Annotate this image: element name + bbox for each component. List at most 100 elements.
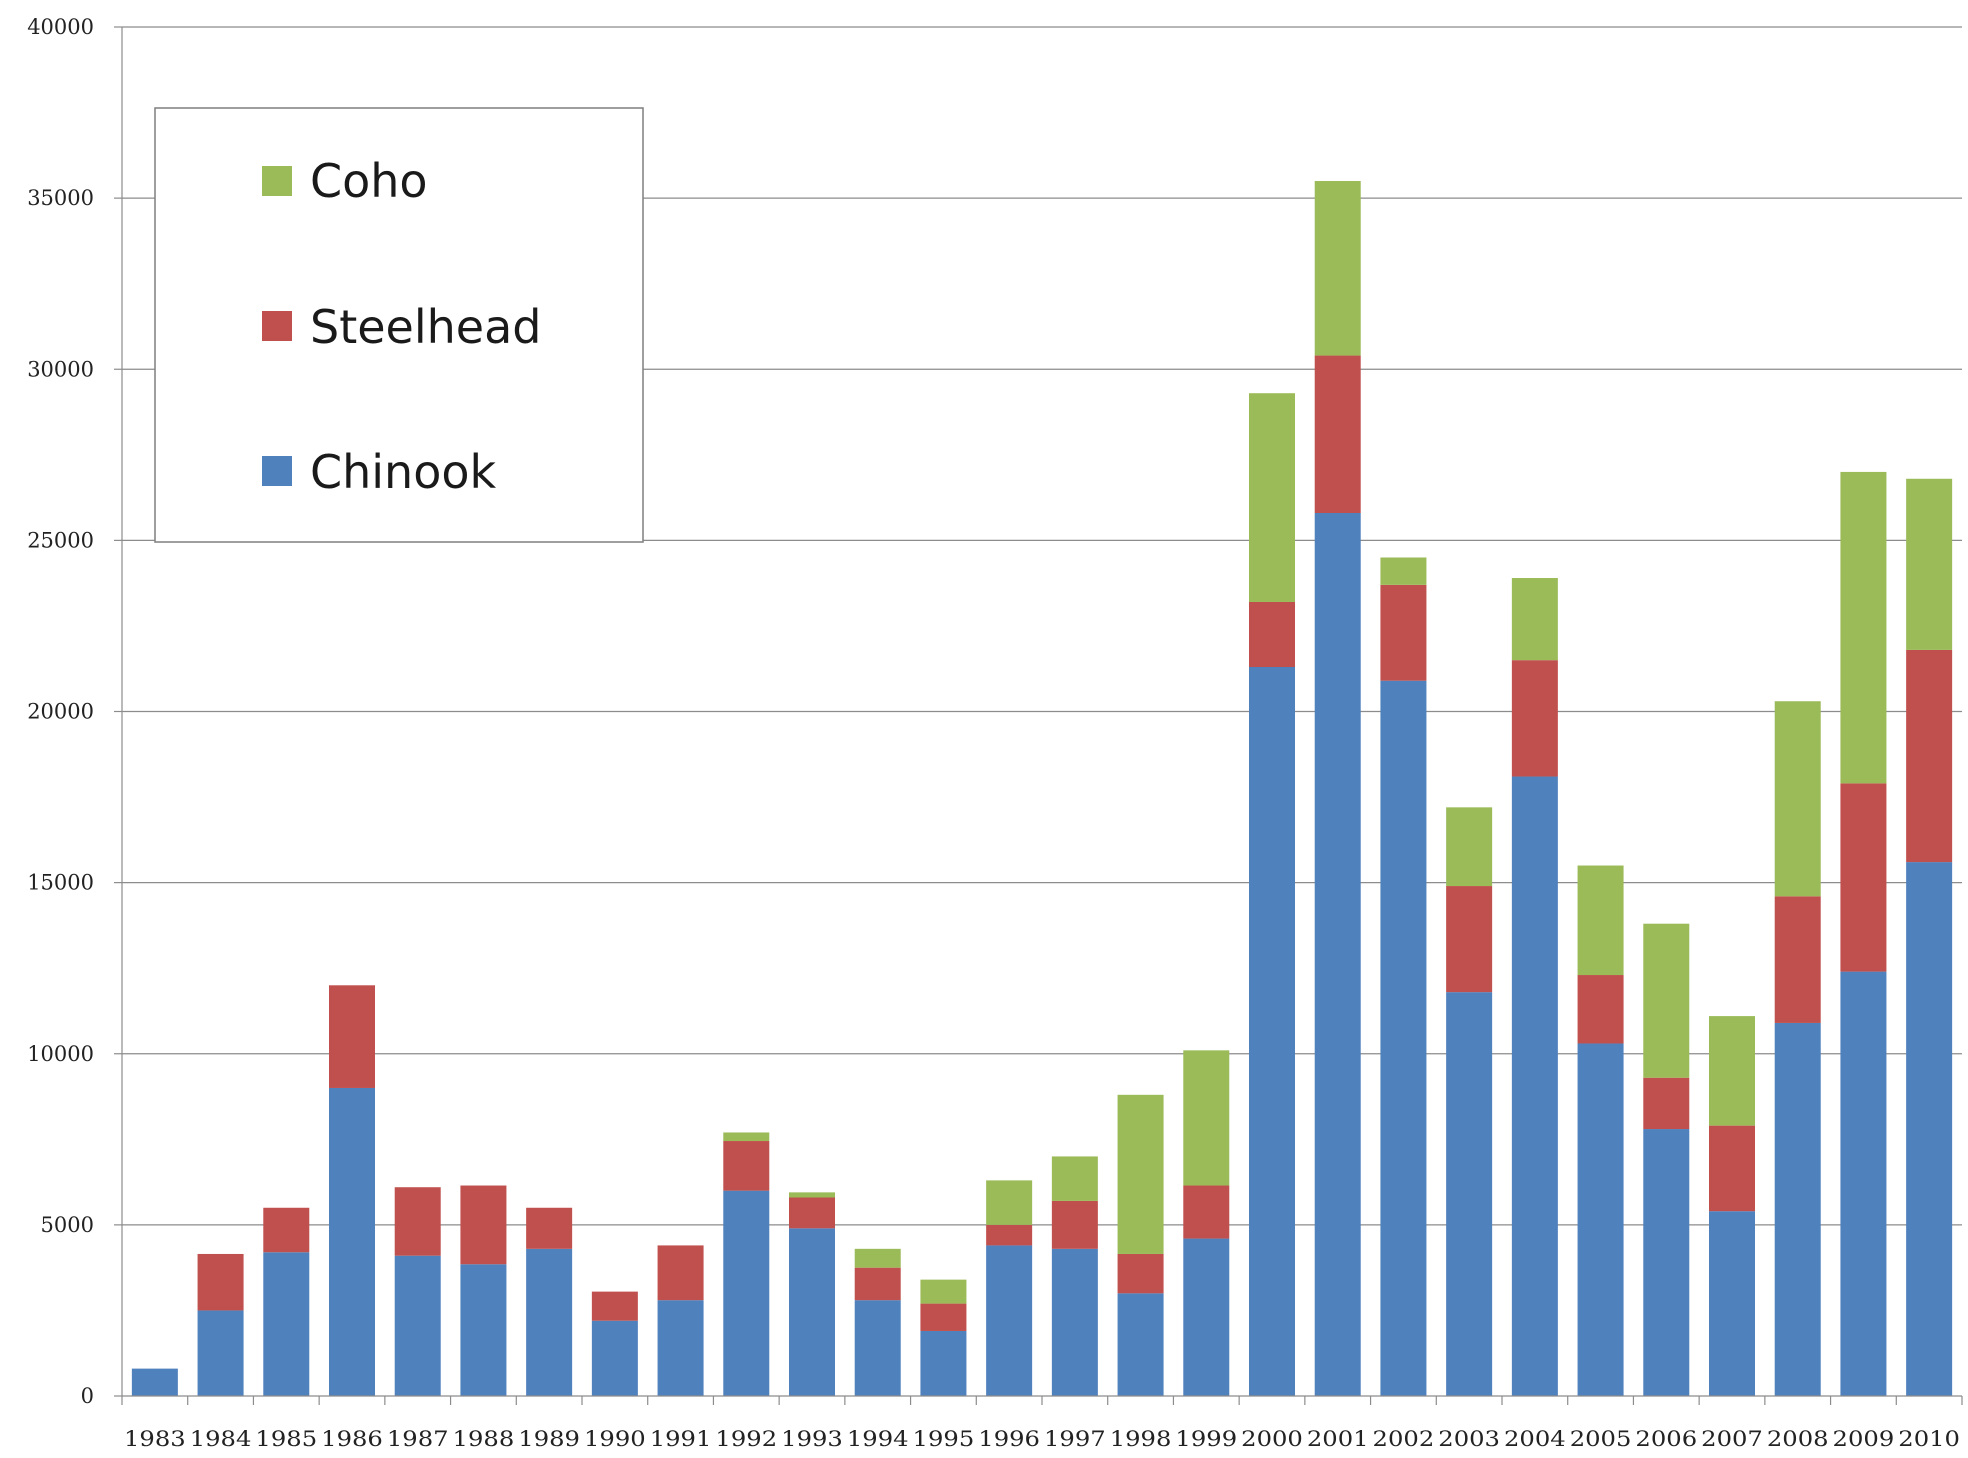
legend-label-chinook: Chinook <box>310 445 496 499</box>
x-tick-label: 2001 <box>1307 1427 1369 1451</box>
bar-chinook-1991 <box>657 1300 704 1396</box>
bar-chinook-1984 <box>197 1310 244 1396</box>
y-tick-label: 30000 <box>27 357 94 381</box>
bar-steelhead-2002 <box>1380 584 1427 681</box>
bar-chinook-1992 <box>723 1190 770 1396</box>
x-tick-label: 1984 <box>190 1427 252 1451</box>
bar-steelhead-1999 <box>1183 1185 1230 1239</box>
bar-steelhead-2001 <box>1314 355 1361 513</box>
x-tick-label: 1988 <box>453 1427 515 1451</box>
bar-coho-1995 <box>920 1279 967 1304</box>
bar-steelhead-2006 <box>1643 1077 1690 1130</box>
bar-chinook-1988 <box>460 1264 507 1396</box>
bar-coho-1994 <box>854 1248 901 1268</box>
x-tick-label: 1996 <box>978 1427 1040 1451</box>
bar-chinook-2000 <box>1249 667 1295 1396</box>
y-tick-label: 35000 <box>27 186 94 210</box>
bar-coho-1998 <box>1117 1094 1164 1254</box>
bar-steelhead-1985 <box>263 1207 310 1253</box>
bar-steelhead-2004 <box>1511 660 1558 777</box>
bar-chinook-1999 <box>1183 1238 1230 1396</box>
legend-label-coho: Coho <box>310 154 428 208</box>
bar-steelhead-1991 <box>657 1245 704 1301</box>
bar-chinook-1983 <box>131 1368 178 1396</box>
x-tick-label: 2005 <box>1570 1427 1632 1451</box>
bar-chinook-2007 <box>1709 1211 1755 1396</box>
bar-chinook-2003 <box>1446 992 1493 1396</box>
bar-coho-2010 <box>1906 478 1953 650</box>
bar-chinook-2004 <box>1511 776 1558 1396</box>
x-tick-label: 1985 <box>255 1427 317 1451</box>
bar-coho-1993 <box>789 1192 835 1198</box>
x-tick-label: 1992 <box>715 1427 777 1451</box>
bar-steelhead-1993 <box>789 1197 835 1229</box>
bar-coho-2000 <box>1249 393 1295 602</box>
x-tick-label: 1991 <box>650 1427 712 1451</box>
y-tick-label: 5000 <box>41 1213 94 1237</box>
x-tick-label: 1999 <box>1175 1427 1237 1451</box>
bar-chinook-1985 <box>263 1252 310 1396</box>
bar-coho-2005 <box>1577 865 1624 976</box>
x-tick-label: 1997 <box>1044 1427 1106 1451</box>
bar-steelhead-1987 <box>394 1187 441 1256</box>
bar-chinook-2002 <box>1380 680 1427 1396</box>
legend-box <box>154 107 644 543</box>
x-tick-label: 1989 <box>518 1427 580 1451</box>
x-tick-label: 2002 <box>1373 1427 1435 1451</box>
x-tick-label: 1983 <box>124 1427 186 1451</box>
bar-steelhead-1989 <box>526 1207 573 1249</box>
bar-chinook-2008 <box>1774 1022 1821 1396</box>
bar-steelhead-2007 <box>1709 1125 1755 1212</box>
bar-chinook-1998 <box>1117 1293 1164 1396</box>
bar-steelhead-1984 <box>197 1253 244 1311</box>
bar-steelhead-2009 <box>1840 783 1887 972</box>
bar-chinook-1993 <box>789 1228 835 1396</box>
bar-steelhead-2010 <box>1906 649 1953 863</box>
legend-label-steelhead: Steelhead <box>310 300 541 354</box>
bar-steelhead-2008 <box>1774 896 1821 1023</box>
bar-chinook-1986 <box>329 1087 375 1396</box>
bar-steelhead-1997 <box>1051 1200 1098 1249</box>
bar-coho-1997 <box>1051 1156 1098 1201</box>
bar-chinook-1997 <box>1051 1248 1098 1396</box>
x-axis: 1983 1984 1985 1986 1987 1988 1989 1990 1991 1992… <box>121 1395 1963 1451</box>
x-tick-label: 1993 <box>781 1427 843 1451</box>
x-tick-label: 1994 <box>847 1427 909 1451</box>
bar-steelhead-2000 <box>1249 601 1295 668</box>
x-tick-label: 2000 <box>1241 1427 1303 1451</box>
bar-coho-2007 <box>1709 1016 1755 1126</box>
bar-coho-2006 <box>1643 923 1690 1078</box>
bar-steelhead-1994 <box>854 1267 901 1301</box>
bar-chinook-1996 <box>986 1245 1033 1396</box>
bar-steelhead-1990 <box>591 1291 638 1321</box>
legend-swatch-chinook <box>262 456 292 486</box>
legend-swatch-coho <box>262 166 292 196</box>
bar-steelhead-1992 <box>723 1141 770 1191</box>
bar-steelhead-2003 <box>1446 886 1493 993</box>
legend: Coho Steelhead Chinook <box>154 107 644 543</box>
bar-steelhead-1988 <box>460 1185 507 1265</box>
bar-steelhead-1995 <box>920 1303 967 1331</box>
y-tick-label: 10000 <box>27 1042 94 1066</box>
x-tick-label: 1998 <box>1110 1427 1172 1451</box>
bar-coho-1996 <box>986 1180 1033 1225</box>
x-tick-label: 2008 <box>1767 1427 1829 1451</box>
y-tick-label: 40000 <box>27 15 94 39</box>
bar-chinook-1989 <box>526 1248 573 1396</box>
x-tick-label: 2009 <box>1833 1427 1895 1451</box>
bar-chinook-2001 <box>1314 512 1361 1396</box>
x-tick-label: 2003 <box>1438 1427 1500 1451</box>
x-tick-label: 2010 <box>1898 1427 1960 1451</box>
bar-chinook-1995 <box>920 1330 967 1396</box>
y-tick-label: 20000 <box>27 700 94 724</box>
y-tick-label: 25000 <box>27 528 94 552</box>
legend-swatch-steelhead <box>262 311 292 341</box>
bar-chinook-1994 <box>854 1300 901 1396</box>
y-tick-label: 0 <box>81 1384 94 1408</box>
y-tick-label: 15000 <box>27 871 94 895</box>
bar-coho-2009 <box>1840 471 1887 784</box>
bar-chinook-2010 <box>1906 862 1953 1396</box>
bar-chinook-1987 <box>394 1255 441 1396</box>
x-tick-label: 1995 <box>913 1427 975 1451</box>
